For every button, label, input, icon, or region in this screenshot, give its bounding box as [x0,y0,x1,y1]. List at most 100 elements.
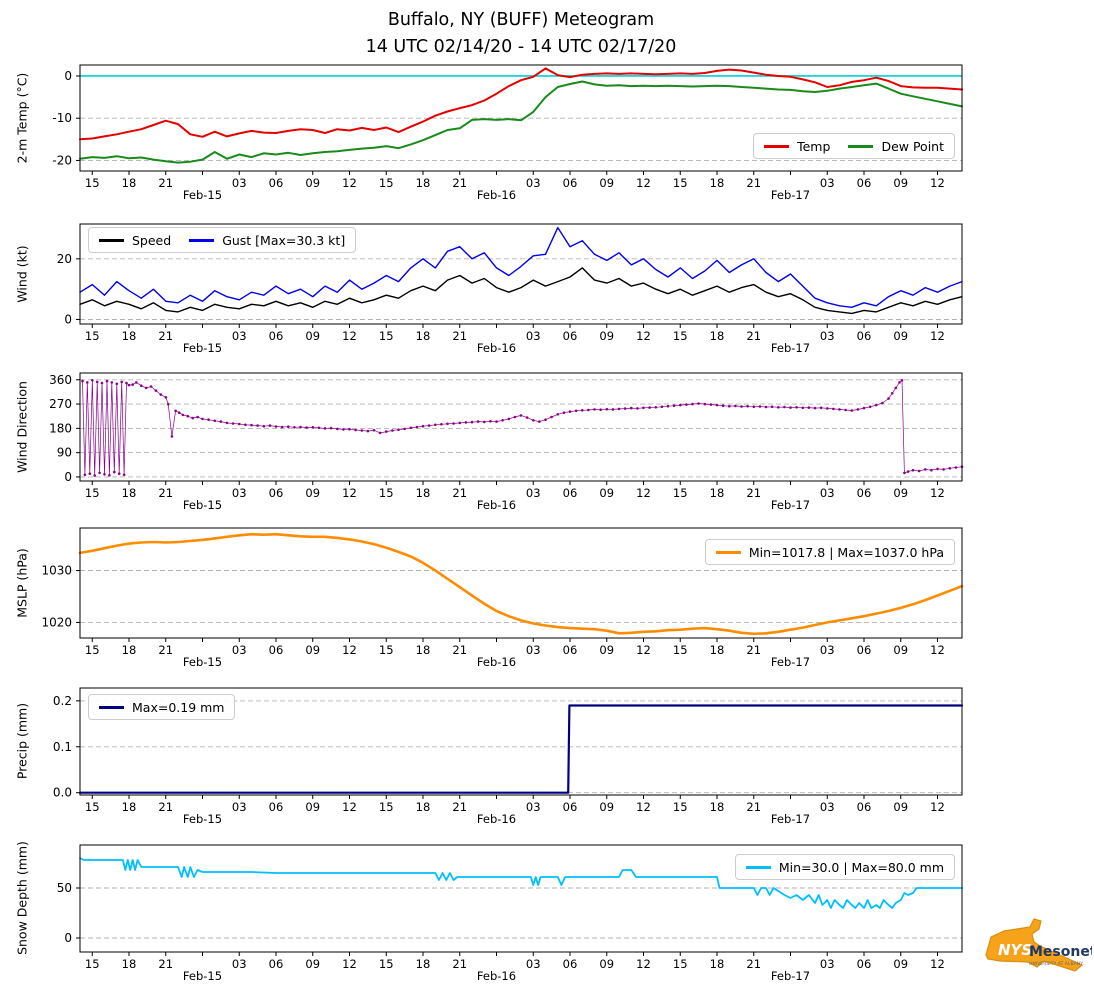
svg-text:Feb-16: Feb-16 [477,498,516,512]
svg-text:90: 90 [57,446,72,460]
snow-legend-entry: Min=30.0 | Max=80.0 mm [745,860,944,875]
svg-text:06: 06 [563,329,578,343]
svg-text:12: 12 [930,176,945,190]
svg-text:360: 360 [49,373,72,387]
svg-text:Feb-15: Feb-15 [183,812,222,826]
temp-legend-entry: Temp [764,139,830,154]
svg-text:18: 18 [122,329,137,343]
svg-text:03: 03 [526,800,541,814]
svg-text:06: 06 [269,329,284,343]
svg-text:12: 12 [930,643,945,657]
svg-text:0: 0 [64,69,72,83]
svg-text:18: 18 [122,176,137,190]
svg-text:21: 21 [158,957,173,971]
svg-text:06: 06 [563,643,578,657]
mslp-legend: Min=1017.8 | Max=1037.0 hPa [704,539,955,565]
svg-text:Feb-16: Feb-16 [477,969,516,983]
svg-text:12: 12 [342,486,357,500]
snow-chart: 50 0 15 18 21 03 06 09 12 15 18 21 03 06 09 12 15 18 21 03 0… [57,844,963,983]
svg-text:12: 12 [636,800,651,814]
svg-text:09: 09 [893,176,908,190]
svg-text:06: 06 [857,176,872,190]
svg-text:18: 18 [122,486,137,500]
svg-text:21: 21 [158,643,173,657]
svg-text:12: 12 [342,800,357,814]
logo-mesonet-text: Mesonet [1029,944,1092,960]
svg-text:Feb-15: Feb-15 [183,969,222,983]
svg-text:15: 15 [379,800,394,814]
svg-text:21: 21 [158,486,173,500]
ylabel-mslp: MSLP (hPa) [14,548,30,618]
svg-text:15: 15 [85,329,100,343]
svg-text:15: 15 [673,643,688,657]
svg-text:03: 03 [526,329,541,343]
svg-text:12: 12 [636,643,651,657]
svg-text:06: 06 [269,800,284,814]
chart-title-line1: Buffalo, NY (BUFF) Meteogram [387,10,655,30]
logo-nys-text: NYS [998,941,1032,959]
svg-text:03: 03 [526,957,541,971]
svg-text:15: 15 [85,176,100,190]
svg-text:09: 09 [599,957,614,971]
svg-text:06: 06 [563,800,578,814]
svg-text:15: 15 [673,486,688,500]
svg-text:15: 15 [85,800,100,814]
svg-text:Feb-16: Feb-16 [477,188,516,202]
svg-text:-10: -10 [52,111,72,125]
dewpoint-line-swatch [848,144,874,148]
svg-text:09: 09 [305,486,320,500]
wind-chart: 20 0 15 18 21 03 06 09 12 15 18 21 03 06 09 12 15 18 21 03 0… [57,223,963,355]
svg-text:12: 12 [636,329,651,343]
svg-text:18: 18 [122,643,137,657]
svg-text:06: 06 [857,957,872,971]
svg-text:09: 09 [893,957,908,971]
temp-legend-label: Temp [797,138,831,154]
svg-text:03: 03 [232,486,247,500]
svg-text:Feb-16: Feb-16 [477,341,516,355]
svg-text:0.1: 0.1 [53,740,72,754]
speed-legend-label: Speed [132,232,172,248]
svg-text:09: 09 [893,486,908,500]
svg-text:15: 15 [673,957,688,971]
svg-text:12: 12 [636,486,651,500]
svg-text:0: 0 [64,931,72,945]
svg-text:50: 50 [57,881,72,895]
svg-text:15: 15 [673,176,688,190]
ylabel-wind-direction: Wind Direction [14,381,30,473]
svg-text:09: 09 [599,176,614,190]
svg-text:09: 09 [305,800,320,814]
svg-text:21: 21 [746,800,761,814]
svg-text:15: 15 [379,176,394,190]
svg-text:Feb-17: Feb-17 [771,969,810,983]
svg-text:03: 03 [820,486,835,500]
ylabel-temp: 2-m Temp (°C) [14,72,30,164]
svg-text:21: 21 [158,176,173,190]
svg-text:06: 06 [857,800,872,814]
chart-title: Buffalo, NY (BUFF) Meteogram 14 UTC 02/1… [80,7,962,61]
svg-text:03: 03 [232,176,247,190]
svg-text:21: 21 [746,329,761,343]
svg-text:06: 06 [857,486,872,500]
speed-legend-entry: Speed [99,233,171,248]
gust-line-swatch [189,238,215,242]
svg-text:20: 20 [57,252,72,266]
svg-text:06: 06 [269,957,284,971]
svg-text:06: 06 [857,329,872,343]
svg-text:18: 18 [122,800,137,814]
svg-text:Feb-17: Feb-17 [771,812,810,826]
svg-text:15: 15 [85,957,100,971]
svg-text:18: 18 [710,957,725,971]
svg-text:06: 06 [269,176,284,190]
nys-mesonet-logo: NYS Mesonet UNIVERSITY AT ALBANY [985,918,1092,972]
svg-text:03: 03 [820,800,835,814]
svg-text:0.0: 0.0 [53,786,72,800]
svg-text:12: 12 [636,957,651,971]
svg-text:21: 21 [746,176,761,190]
svg-text:21: 21 [452,176,467,190]
svg-text:21: 21 [746,643,761,657]
svg-text:Feb-17: Feb-17 [771,341,810,355]
svg-text:03: 03 [820,643,835,657]
svg-text:06: 06 [269,486,284,500]
svg-text:21: 21 [452,486,467,500]
